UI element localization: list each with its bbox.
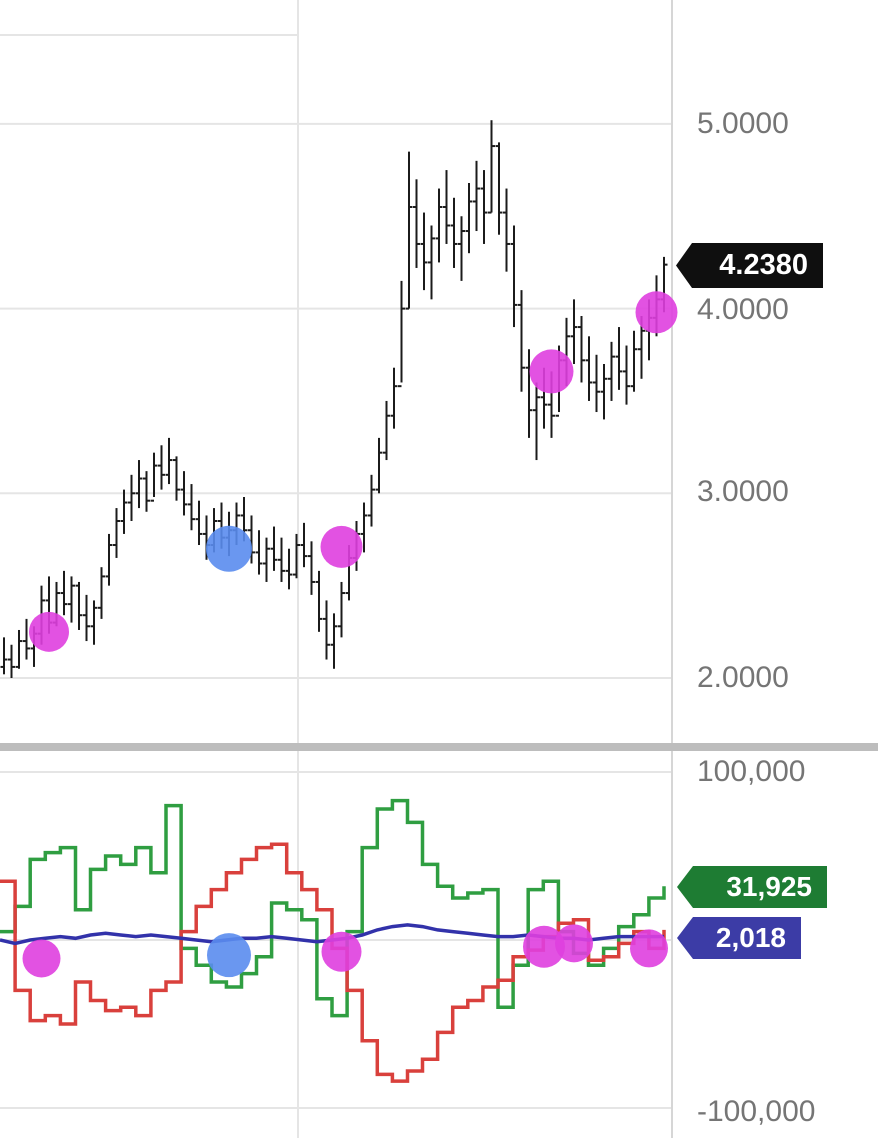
indicator-axis-label: -100,000: [697, 1095, 816, 1128]
signal-marker[interactable]: [29, 611, 69, 652]
price-axis-label: 4.0000: [697, 293, 789, 326]
positive-flow-badge: 31,925: [677, 866, 827, 908]
ohlc-bars: [0, 120, 668, 678]
signal-marker[interactable]: [523, 925, 565, 968]
last-price-badge: 4.2380: [676, 243, 823, 288]
signal-marker[interactable]: [22, 939, 61, 978]
panel-divider[interactable]: [0, 743, 878, 751]
signal-marker[interactable]: [630, 929, 668, 968]
signal-marker[interactable]: [207, 933, 251, 978]
positive-flow-line: [0, 798, 666, 1018]
signal-marker[interactable]: [529, 349, 574, 394]
signal-marker[interactable]: [555, 924, 593, 963]
price-axis-label: 2.0000: [697, 661, 789, 694]
signal-marker[interactable]: [635, 291, 678, 334]
price-axis-label: 3.0000: [697, 475, 789, 508]
signal-marker[interactable]: [206, 525, 252, 572]
indicator-axis-label: 100,000: [697, 755, 806, 788]
price-axis-label: 5.0000: [697, 107, 789, 140]
signal-marker[interactable]: [321, 931, 362, 972]
signal-marker[interactable]: [320, 525, 363, 568]
net-flow-badge: 2,018: [677, 917, 801, 959]
